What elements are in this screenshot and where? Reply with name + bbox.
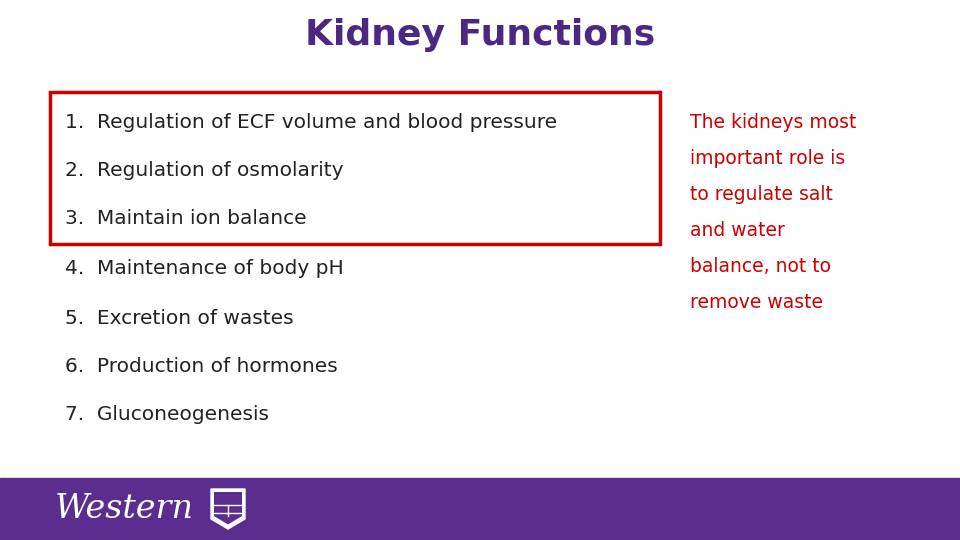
Text: 2.  Regulation of osmolarity: 2. Regulation of osmolarity — [65, 160, 344, 179]
Text: 4.  Maintenance of body pH: 4. Maintenance of body pH — [65, 259, 344, 278]
Bar — [0, 478, 960, 540]
Text: 1.  Regulation of ECF volume and blood pressure: 1. Regulation of ECF volume and blood pr… — [65, 112, 557, 132]
Text: Western: Western — [55, 493, 194, 525]
Text: and water: and water — [690, 220, 785, 240]
Bar — [50, 92, 660, 244]
Polygon shape — [214, 492, 242, 524]
Text: balance, not to: balance, not to — [690, 256, 831, 275]
Text: important role is: important role is — [690, 148, 845, 167]
Text: to regulate salt: to regulate salt — [690, 185, 833, 204]
Text: Kidney Functions: Kidney Functions — [305, 18, 655, 52]
Text: remove waste: remove waste — [690, 293, 823, 312]
Text: 7.  Gluconeogenesis: 7. Gluconeogenesis — [65, 406, 269, 424]
Text: 3.  Maintain ion balance: 3. Maintain ion balance — [65, 208, 306, 227]
Text: 5.  Excretion of wastes: 5. Excretion of wastes — [65, 308, 294, 327]
Polygon shape — [211, 489, 245, 529]
Text: The kidneys most: The kidneys most — [690, 112, 856, 132]
Text: 6.  Production of hormones: 6. Production of hormones — [65, 357, 338, 376]
